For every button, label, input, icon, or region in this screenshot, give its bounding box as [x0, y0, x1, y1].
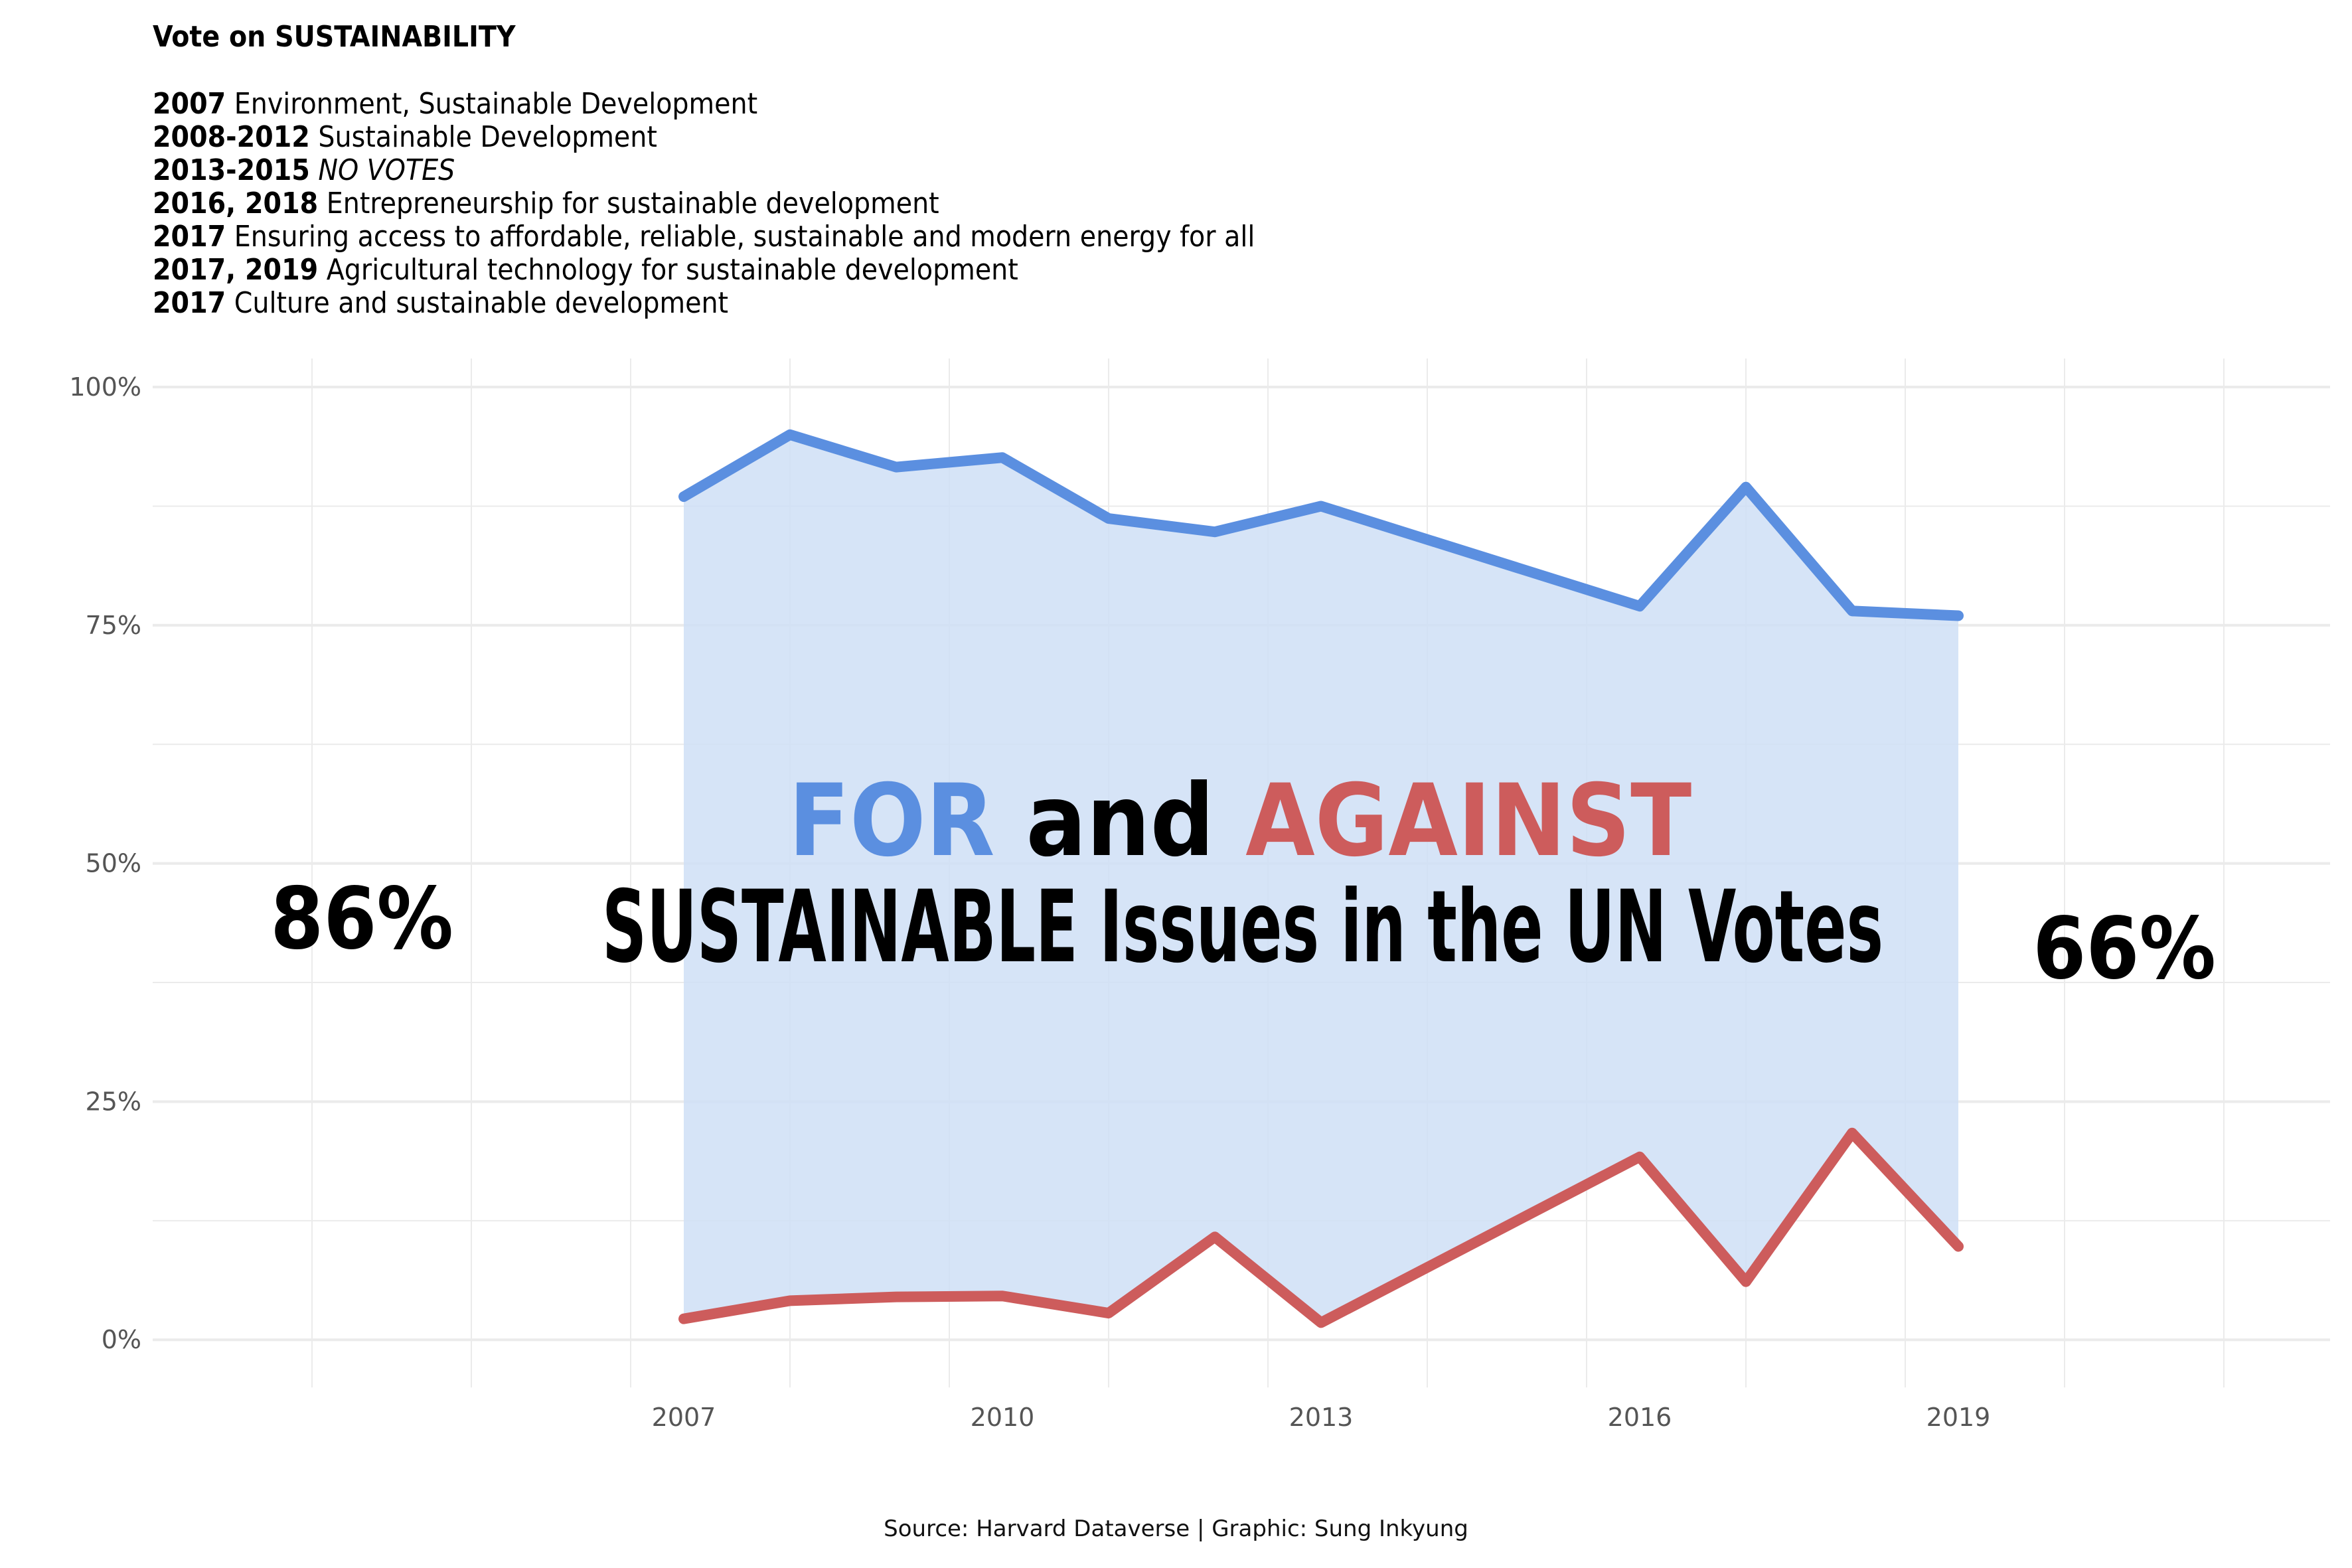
y-tick-label: 50%	[86, 849, 141, 878]
vote-topic-text: Environment, Sustainable Development	[226, 87, 758, 121]
headline-for: FOR	[789, 763, 995, 879]
vote-topic-line: 2017, 2019 Agricultural technology for s…	[153, 254, 1018, 287]
vote-topic-line: 2017 Culture and sustainable development	[153, 287, 728, 320]
headline-and: and	[995, 763, 1246, 879]
vote-topic-years: 2017, 2019	[153, 253, 319, 287]
vote-topic-years: 2016, 2018	[153, 187, 319, 220]
vote-topic-years: 2013-2015	[153, 153, 310, 187]
x-tick-label: 2016	[1608, 1403, 1672, 1432]
vote-topic-text: Sustainable Development	[309, 120, 657, 154]
vote-topic-line: 2008-2012 Sustainable Development	[153, 121, 657, 154]
y-tick-label: 100%	[69, 372, 141, 402]
annotation-left-percent: 86%	[270, 870, 453, 969]
annotation-right-percent: 66%	[2033, 900, 2216, 998]
vote-topic-text: Ensuring access to affordable, reliable,…	[226, 220, 1255, 254]
vote-topic-text: NO VOTES	[309, 153, 455, 187]
x-tick-label: 2013	[1289, 1403, 1354, 1432]
y-tick-label: 0%	[102, 1325, 141, 1354]
vote-topic-text: Culture and sustainable development	[226, 286, 729, 320]
vote-topic-line: 2007 Environment, Sustainable Developmen…	[153, 88, 757, 121]
vote-topic-line: 2013-2015 NO VOTES	[153, 154, 455, 187]
for-series-line	[678, 429, 1964, 621]
x-tick-label: 2019	[1926, 1403, 1991, 1432]
y-tick-label: 25%	[86, 1087, 141, 1116]
data-series	[678, 429, 1964, 1328]
headline-line-1: FOR and AGAINST	[789, 763, 1691, 879]
vote-topic-years: 2017	[153, 220, 226, 254]
vote-topic-text: Agricultural technology for sustainable …	[318, 253, 1018, 287]
source-caption: Source: Harvard Dataverse | Graphic: Sun…	[884, 1516, 1468, 1542]
vote-topic-years: 2007	[153, 87, 226, 121]
y-tick-label: 75%	[86, 611, 141, 640]
vote-topic-years: 2008-2012	[153, 120, 310, 154]
axis-labels: 0% 25% 50% 75% 100% 2007 2010 2013 2016 2019	[69, 372, 1990, 1432]
vote-topic-line: 2017 Ensuring access to affordable, reli…	[153, 220, 1255, 254]
headline-line-2: SUSTAINABLE Issues in the UN Votes	[602, 870, 1883, 985]
vote-topic-line: 2016, 2018 Entrepreneurship for sustaina…	[153, 187, 939, 220]
chart-subtitle-title: Vote on SUSTAINABILITY	[153, 20, 516, 54]
x-tick-label: 2007	[652, 1403, 716, 1432]
for-against-ribbon	[684, 434, 1958, 1323]
vote-topic-years: 2017	[153, 286, 226, 320]
vote-topic-text: Entrepreneurship for sustainable develop…	[318, 187, 939, 220]
x-tick-label: 2010	[971, 1403, 1035, 1432]
headline-against: AGAINST	[1245, 763, 1691, 879]
against-series-line	[678, 1127, 1964, 1328]
